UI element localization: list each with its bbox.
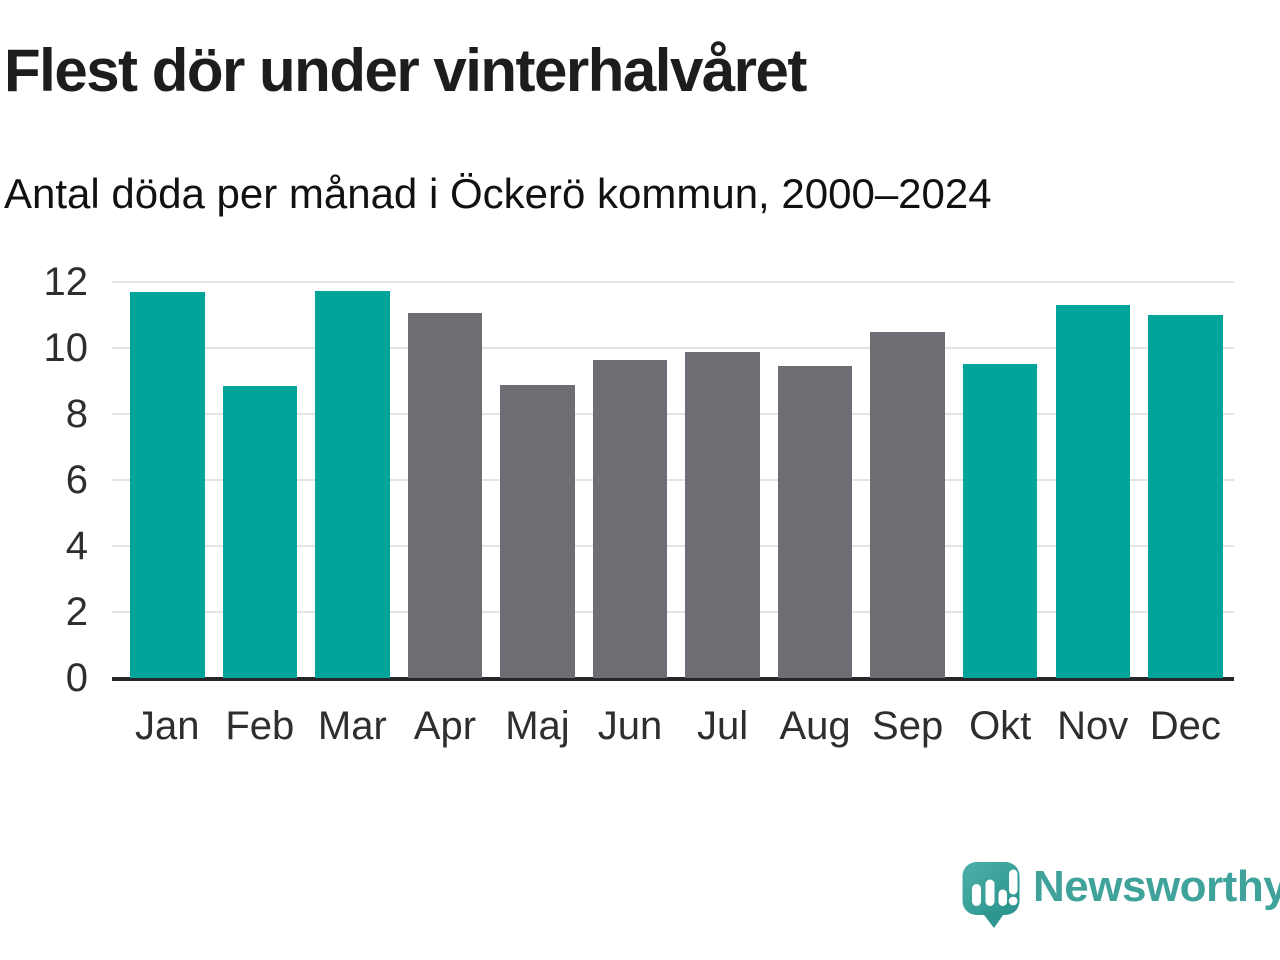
gridline-2	[112, 611, 1234, 613]
x-axis-label-feb: Feb	[225, 704, 295, 748]
bar-okt	[962, 363, 1038, 678]
bar-sep	[870, 332, 945, 678]
y-axis-label-8: 8	[65, 392, 88, 436]
bar-jul	[685, 351, 760, 678]
gridline-10	[112, 347, 1234, 349]
y-axis-label-12: 12	[43, 260, 89, 304]
bar-dec	[1148, 315, 1223, 678]
gridline-6	[112, 479, 1234, 481]
newsworthy-logo-icon	[962, 862, 1020, 928]
x-axis-line	[112, 677, 1234, 681]
x-axis-label-mar: Mar	[317, 704, 387, 748]
gridline-12	[112, 281, 1234, 283]
x-axis-label-nov: Nov	[1057, 704, 1129, 748]
x-axis-label-maj: Maj	[505, 704, 570, 748]
x-axis-label-okt: Okt	[969, 704, 1032, 748]
x-axis-label-sep: Sep	[872, 704, 944, 748]
gridline-4	[112, 545, 1234, 547]
newsworthy-logo-text: Newsworthy	[1033, 862, 1280, 911]
gridline-8	[112, 413, 1234, 415]
bar-feb	[222, 385, 298, 678]
bar-jun	[592, 359, 668, 678]
bar-mar	[315, 291, 390, 678]
bar-aug	[777, 365, 853, 678]
x-axis-label-jul: Jul	[696, 704, 749, 748]
bar-apr	[407, 313, 483, 678]
x-axis-label-aug: Aug	[779, 704, 851, 748]
bar-jan	[130, 291, 205, 678]
chart-title: Flest dör under vinterhalvåret	[4, 37, 807, 104]
y-axis-label-2: 2	[65, 590, 88, 634]
y-axis-label-10: 10	[43, 326, 89, 370]
x-axis-label-dec: Dec	[1149, 704, 1221, 748]
newsworthy-logo: Newsworthy	[956, 856, 1280, 930]
bar-nov	[1055, 305, 1130, 678]
x-axis-label-apr: Apr	[413, 704, 477, 748]
chart-subtitle: Antal döda per månad i Öckerö kommun, 20…	[4, 170, 992, 217]
y-axis-label-6: 6	[65, 458, 88, 502]
bar-maj	[500, 384, 575, 678]
x-axis-label-jan: Jan	[135, 704, 200, 748]
y-axis-label-4: 4	[65, 524, 88, 568]
x-axis-label-jun: Jun	[597, 704, 663, 748]
y-axis-label-0: 0	[65, 656, 88, 700]
